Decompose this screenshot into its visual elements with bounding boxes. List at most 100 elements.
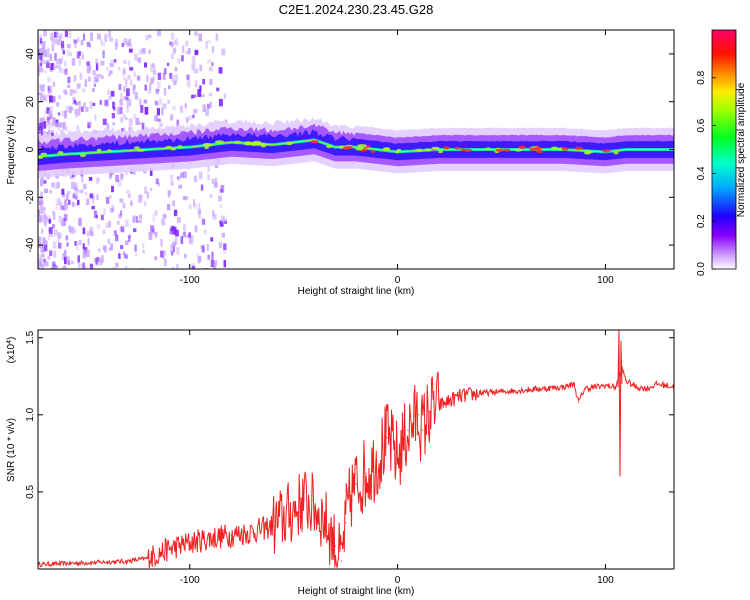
spectrogram-noise-cell (138, 194, 142, 203)
snr-data-point (438, 404, 440, 407)
spectrogram-noise-cell (66, 191, 71, 195)
spectrogram-noise-cell (161, 107, 164, 116)
spectrogram-noise-cell (167, 99, 171, 104)
colorbar-tick-label: 0.0 (696, 262, 707, 276)
spectrogram-noise-cell (41, 40, 46, 46)
colorbar-tick-label: 0.2 (696, 214, 707, 228)
spectrogram-noise-cell (57, 232, 62, 239)
spectrogram-noise-cell (46, 107, 50, 114)
spectrogram-noise-cell (55, 58, 60, 65)
spectrogram-noise-cell (60, 220, 64, 227)
spectrogram-noise-cell (46, 116, 51, 121)
snr-data-point (621, 367, 623, 370)
spectrogram-noise-cell (133, 228, 137, 233)
spectrogram-noise-cell (120, 117, 124, 123)
spectrogram-noise-cell (201, 245, 205, 253)
spectrogram-hot-spot (415, 148, 423, 152)
spectrogram-noise-cell (56, 182, 60, 189)
spectrogram-noise-cell (74, 182, 78, 189)
spectrogram-noise-cell (162, 250, 167, 256)
snr-data-point (459, 395, 461, 398)
spectrogram-noise-cell (38, 39, 41, 47)
spectrogram-noise-cell (166, 62, 170, 66)
spectrogram-noise-cell (69, 107, 72, 114)
spectrogram-noise-cell (72, 226, 75, 235)
spectrogram-hot-spot (518, 145, 526, 149)
spectrogram-noise-cell (201, 217, 205, 226)
spectrogram-noise-cell (208, 66, 213, 72)
snr-data-point (479, 392, 482, 395)
spectrogram-noise-cell (185, 50, 189, 55)
spectrogram-noise-cell (44, 220, 47, 227)
spectrogram-noise-cell (176, 263, 179, 269)
spectrogram-noise-cell (123, 86, 126, 92)
spectrogram-noise-cell (122, 69, 126, 76)
spectrogram-noise-cell (152, 213, 155, 222)
spectrogram-noise-cell (62, 252, 66, 261)
spectrogram-noise-cell (123, 253, 128, 259)
spectrogram-noise-cell (66, 242, 69, 247)
spectrogram-noise-cell (62, 122, 66, 130)
spectrogram-noise-cell (199, 85, 202, 92)
spectrogram-noise-cell (182, 171, 187, 179)
spectrogram-noise-cell (201, 219, 206, 225)
spectrogram-noise-cell (47, 77, 51, 83)
spectrogram-noise-cell (148, 82, 152, 91)
spectrogram-noise-cell (205, 108, 209, 116)
spectrogram-noise-cell (143, 201, 147, 207)
spectrogram-noise-cell (169, 228, 174, 235)
spectrogram-noise-cell (150, 64, 153, 72)
spectrogram-x-tick-label: -100 (180, 275, 200, 286)
spectrogram-noise-cell (38, 48, 42, 53)
spectrogram-noise-cell (74, 43, 77, 48)
snr-data-point (324, 518, 326, 521)
spectrogram-noise-cell (38, 92, 42, 96)
spectrogram-noise-cell (176, 176, 180, 180)
snr-data-point (656, 383, 659, 385)
spectrogram-noise-cell (74, 186, 78, 194)
spectrogram-noise-cell (115, 42, 118, 50)
spectrogram-noise-cell (186, 80, 191, 88)
spectrogram-noise-cell (67, 199, 71, 205)
spectrogram-noise-cell (211, 46, 215, 53)
spectrogram-noise-cell (44, 261, 49, 267)
spectrogram-noise-cell (62, 50, 65, 55)
spectrogram-hot-spot (57, 150, 64, 155)
spectrogram-noise-cell (64, 91, 68, 95)
spectrogram-noise-cell (150, 187, 153, 191)
spectrogram-noise-cell (71, 89, 76, 94)
spectrogram-noise-cell (82, 262, 85, 269)
snr-data-point (542, 387, 544, 390)
spectrogram-noise-cell (221, 215, 225, 223)
spectrogram-noise-cell (110, 243, 113, 250)
spectrogram-noise-cell (58, 64, 61, 70)
spectrogram-noise-cell (58, 95, 61, 100)
spectrogram-noise-cell (128, 48, 133, 53)
spectrogram-noise-cell (108, 220, 112, 228)
spectrogram-noise-cell (162, 213, 167, 219)
snr-data-point (375, 460, 378, 462)
spectrogram-noise-cell (116, 220, 120, 226)
spectrogram-noise-cell (44, 94, 48, 102)
spectrogram-noise-cell (72, 193, 76, 199)
spectrogram-noise-cell (38, 69, 41, 77)
spectrogram-noise-cell (171, 266, 175, 269)
spectrogram-noise-cell (149, 167, 153, 176)
spectrogram-noise-cell (105, 66, 109, 71)
spectrogram-noise-cell (78, 101, 81, 109)
spectrogram-noise-cell (95, 62, 99, 71)
spectrogram-noise-cell (139, 98, 142, 106)
spectrogram-noise-cell (172, 241, 177, 247)
spectrogram-noise-cell (77, 199, 80, 206)
spectrogram-noise-cell (134, 92, 139, 100)
spectrogram-noise-cell (174, 237, 178, 245)
snr-data-point (355, 483, 357, 485)
spectrogram-hot-spot (514, 148, 522, 152)
spectrogram-noise-cell (50, 32, 54, 40)
spectrogram-noise-cell (203, 229, 207, 235)
spectrogram-noise-cell (78, 101, 81, 105)
spectrogram-noise-cell (156, 108, 161, 116)
spectrogram-noise-cell (58, 67, 62, 73)
snr-data-point (168, 548, 170, 550)
spectrogram-noise-cell (171, 74, 174, 82)
